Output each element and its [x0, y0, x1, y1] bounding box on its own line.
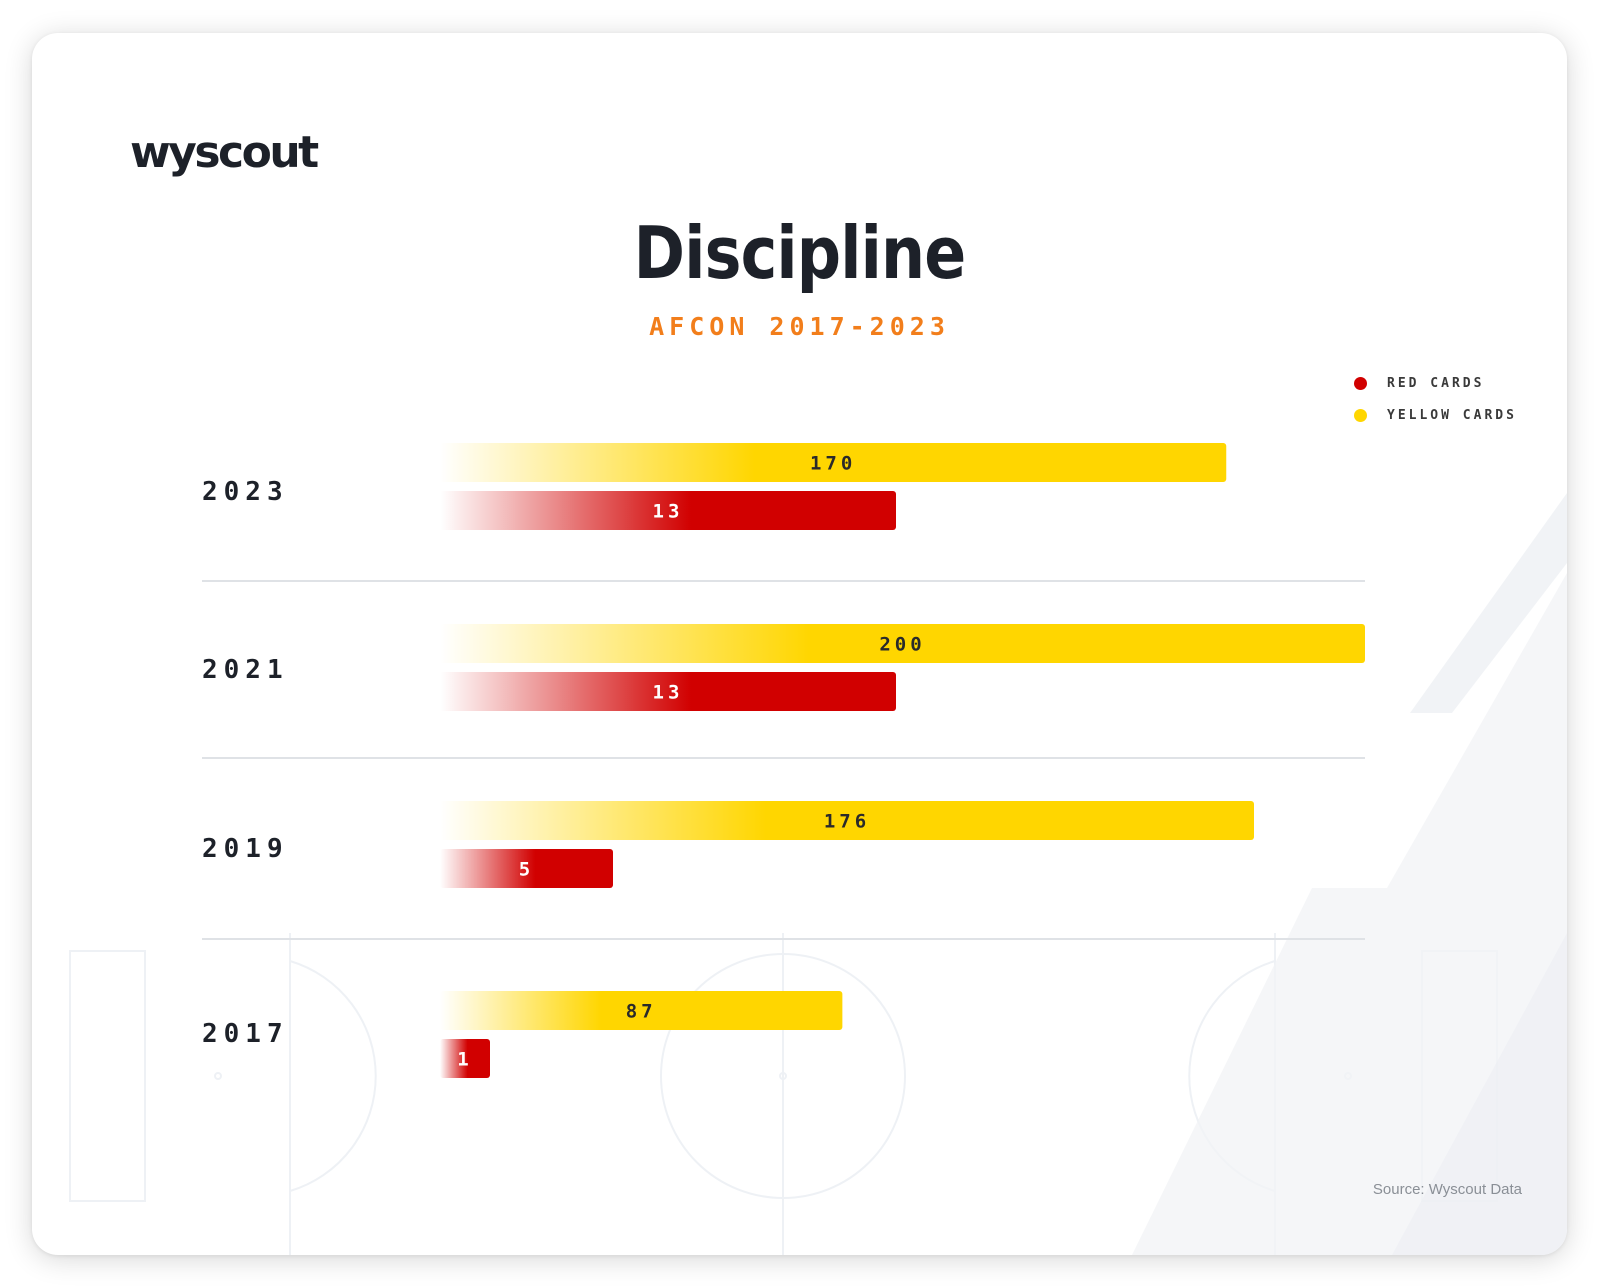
chart-subtitle: AFCON 2017-2023	[649, 312, 950, 341]
yellow-value-label-2023: 170	[810, 453, 856, 475]
yellow-bar-2023	[440, 443, 1227, 482]
red-value-label-2021: 13	[653, 682, 684, 704]
wyscout-logo: wyscout	[130, 127, 319, 178]
legend-label-yellow-cards: YELLOW CARDS	[1387, 407, 1517, 423]
source-note: Source: Wyscout Data	[1372, 1181, 1522, 1198]
chart-legend: RED CARDS YELLOW CARDS	[1354, 367, 1517, 431]
red-bar-2023	[440, 491, 896, 530]
year-label-2017: 2017	[202, 1019, 289, 1049]
yellow-value-label-2017: 87	[626, 1001, 657, 1023]
year-label-2023: 2023	[202, 477, 289, 507]
red-value-label-2019: 5	[519, 859, 534, 881]
legend-label-red-cards: RED CARDS	[1387, 375, 1485, 391]
legend-item-red-cards: RED CARDS	[1354, 367, 1517, 399]
red-bar-2021	[440, 672, 896, 711]
yellow-dot-icon	[1354, 408, 1367, 422]
infographic-card: wyscout Discipline AFCON 2017-2023 RED C…	[32, 33, 1567, 1255]
legend-item-yellow-cards: YELLOW CARDS	[1354, 399, 1517, 431]
yellow-bar-2021	[440, 624, 1365, 663]
year-label-2021: 2021	[202, 655, 289, 685]
red-value-label-2023: 13	[653, 501, 684, 523]
red-bar-2017	[440, 1039, 490, 1078]
red-value-label-2017: 1	[457, 1049, 472, 1071]
year-label-2019: 2019	[202, 834, 289, 864]
chart-title: Discipline	[633, 211, 967, 295]
red-dot-icon	[1354, 376, 1367, 390]
yellow-bar-2017	[440, 991, 843, 1030]
pitch-background-decoration	[69, 493, 1567, 1255]
yellow-value-label-2019: 176	[824, 811, 870, 833]
yellow-value-label-2021: 200	[879, 634, 925, 656]
bar-chart: 2023 170 13 2021 200 13 2019 176 5 2017 87 1	[202, 443, 1365, 1078]
yellow-bar-2019	[440, 801, 1254, 840]
red-bar-2019	[440, 849, 613, 888]
